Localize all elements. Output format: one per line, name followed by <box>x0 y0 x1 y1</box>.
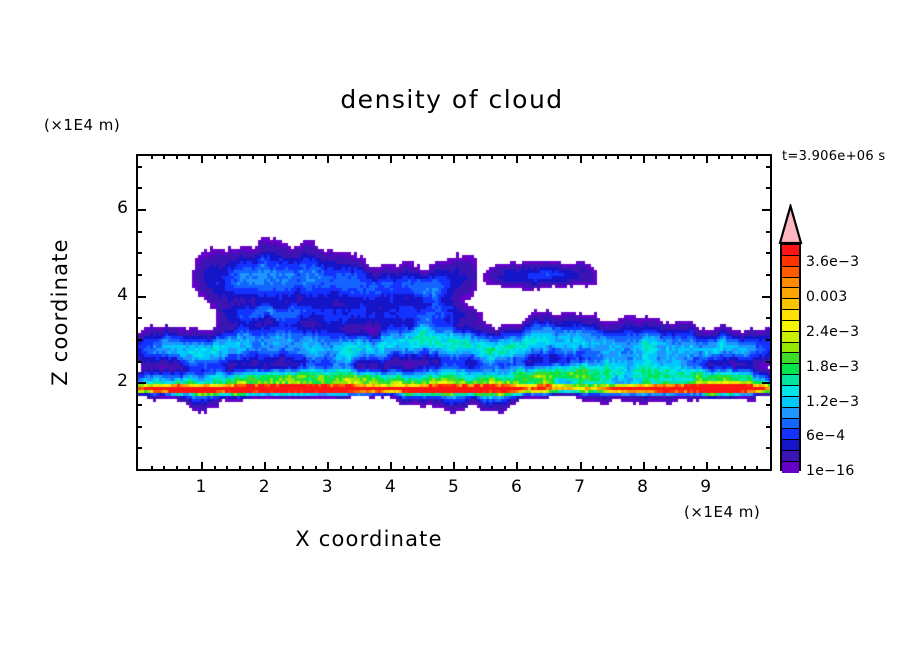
x-tick-labels: 1 2 3 4 5 6 7 8 9 <box>136 477 772 501</box>
colorbar-band <box>782 331 799 343</box>
colorbar-band <box>782 375 799 386</box>
x-tick-label: 7 <box>574 477 585 497</box>
colorbar-band <box>782 288 799 300</box>
y-axis-units: (×1E4 m) <box>44 116 121 134</box>
colorbar <box>780 243 801 473</box>
x-tick-label: 2 <box>258 477 270 497</box>
colorbar-band <box>782 385 799 397</box>
contour-field <box>138 156 770 469</box>
colorbar-band <box>782 353 799 365</box>
colorbar-band <box>782 364 799 376</box>
y-tick-label: 4 <box>117 284 128 305</box>
colorbar-band <box>782 342 799 354</box>
colorbar-tick-label: 0.003 <box>806 289 848 305</box>
colorbar-band <box>782 299 799 311</box>
colorbar-band <box>782 245 799 256</box>
colorbar-band <box>782 451 799 462</box>
x-tick-label: 1 <box>195 477 207 497</box>
colorbar-band <box>782 429 799 441</box>
x-tick-label: 4 <box>384 477 396 497</box>
colorbar-band <box>782 418 799 430</box>
x-axis-label: X coordinate <box>295 527 443 551</box>
colorbar-band <box>782 255 799 267</box>
time-annotation: t=3.906e+06 s <box>782 149 886 164</box>
colorbar-band <box>782 320 799 332</box>
colorbar-tick-label: 1e−16 <box>806 463 855 479</box>
colorbar-tick-label: 6e−4 <box>806 428 846 444</box>
colorbar-labels: 3.6e−3 0.003 2.4e−3 1.8e−3 1.2e−3 6e−4 1e−16 <box>806 154 904 494</box>
colorbar-tick-label: 1.8e−3 <box>806 359 860 375</box>
x-tick-label: 9 <box>700 477 712 497</box>
contour-plot-area <box>136 154 772 471</box>
x-tick-label: 6 <box>511 477 522 497</box>
y-axis-label: Z coordinate <box>48 238 72 386</box>
y-tick-label: 6 <box>117 197 128 218</box>
colorbar-tick-label: 3.6e−3 <box>806 254 860 270</box>
x-tick-label: 5 <box>447 477 459 497</box>
colorbar-arrow-icon <box>778 204 803 244</box>
colorbar-tick-label: 1.2e−3 <box>806 394 860 410</box>
x-tick-label: 3 <box>321 477 333 497</box>
colorbar-band <box>782 461 799 473</box>
colorbar-band <box>782 396 799 408</box>
x-tick-label: 8 <box>637 477 648 497</box>
colorbar-band <box>782 277 799 289</box>
chart-title: density of cloud <box>340 85 564 114</box>
colorbar-band <box>782 310 799 321</box>
colorbar-band <box>782 407 799 419</box>
x-axis-units: (×1E4 m) <box>684 503 761 521</box>
y-tick-label: 2 <box>117 371 128 392</box>
colorbar-band <box>782 266 799 278</box>
colorbar-band <box>782 440 799 452</box>
y-tick-labels: 2 4 6 <box>88 154 132 471</box>
colorbar-tick-label: 2.4e−3 <box>806 324 860 340</box>
